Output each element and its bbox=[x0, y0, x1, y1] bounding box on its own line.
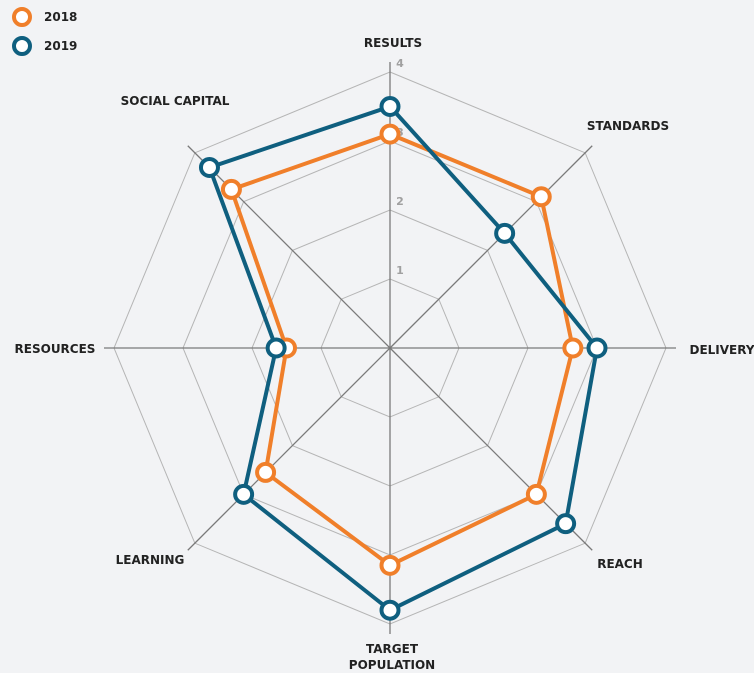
axis-label: LEARNING bbox=[115, 553, 185, 567]
series-line bbox=[207, 104, 599, 613]
axis-label: REACH bbox=[597, 557, 643, 571]
data-point bbox=[220, 178, 242, 200]
data-point bbox=[525, 483, 547, 505]
data-point bbox=[233, 483, 255, 505]
axis-label: DELIVERY bbox=[689, 343, 754, 357]
tick-label: 4 bbox=[396, 57, 404, 70]
tick-label: 1 bbox=[396, 264, 404, 277]
data-point bbox=[379, 123, 401, 145]
axis-label: RESOURCES bbox=[14, 342, 96, 356]
data-point bbox=[530, 186, 552, 208]
data-point bbox=[494, 222, 516, 244]
axis-label: STANDARDS bbox=[586, 119, 670, 133]
axis-line bbox=[187, 145, 391, 349]
tick-label: 2 bbox=[396, 195, 404, 208]
axis-line bbox=[187, 347, 391, 551]
data-point bbox=[586, 337, 608, 359]
axis-label: RESULTS bbox=[363, 36, 423, 50]
data-point bbox=[198, 156, 220, 178]
data-point bbox=[379, 554, 401, 576]
data-point bbox=[379, 599, 401, 621]
axis-label: SOCIAL CAPITAL bbox=[120, 94, 230, 108]
data-point bbox=[255, 461, 277, 483]
data-point bbox=[562, 337, 584, 359]
legend-label: 2018 bbox=[44, 10, 78, 24]
legend-label: 2019 bbox=[44, 39, 78, 53]
axis-label: TARGET POPULATION bbox=[348, 642, 436, 672]
data-point bbox=[555, 513, 577, 535]
legend-marker bbox=[12, 36, 32, 56]
data-point bbox=[379, 96, 401, 117]
data-point bbox=[265, 337, 287, 359]
axis-line bbox=[389, 145, 593, 349]
legend-marker bbox=[12, 7, 32, 27]
